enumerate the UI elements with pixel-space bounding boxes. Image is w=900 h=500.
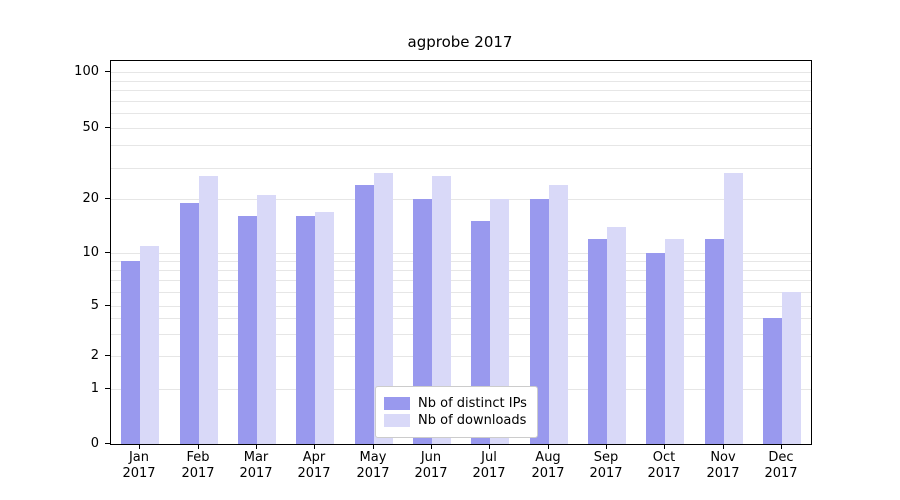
gridline-y-90 (111, 81, 811, 82)
y-tick-mark-50 (105, 127, 110, 128)
bar-distinct-ips-jun (413, 199, 432, 444)
bar-downloads-mar (257, 195, 276, 444)
legend: Nb of distinct IPs Nb of downloads (375, 386, 538, 438)
bar-distinct-ips-aug (530, 199, 549, 444)
x-tick-mark-mar (256, 444, 257, 449)
x-tick-label-aug: Aug 2017 (531, 450, 565, 481)
x-tick-mark-oct (664, 444, 665, 449)
x-tick-label-sep: Sep 2017 (589, 450, 623, 481)
y-tick-mark-2 (105, 355, 110, 356)
gridline-y-7 (111, 280, 811, 281)
bar-downloads-may (374, 173, 393, 444)
bar-downloads-aug (549, 185, 568, 444)
x-tick-mark-jan (139, 444, 140, 449)
gridline-y-70 (111, 101, 811, 102)
y-tick-label-0: 0 (90, 436, 99, 451)
x-tick-mark-sep (606, 444, 607, 449)
bar-distinct-ips-may (355, 185, 374, 444)
gridline-y-50 (111, 128, 811, 129)
y-tick-label-5: 5 (90, 298, 99, 313)
x-tick-label-may: May 2017 (356, 450, 390, 481)
x-tick-label-jun: Jun 2017 (414, 450, 448, 481)
gridline-y-3 (111, 334, 811, 335)
gridline-y-10 (111, 253, 811, 254)
y-tick-mark-20 (105, 198, 110, 199)
bar-downloads-apr (315, 212, 334, 444)
gridline-y-60 (111, 113, 811, 114)
legend-label-downloads: Nb of downloads (418, 413, 527, 428)
gridline-y-40 (111, 145, 811, 146)
gridline-y-20 (111, 199, 811, 200)
bar-distinct-ips-mar (238, 216, 257, 444)
y-tick-mark-0 (105, 443, 110, 444)
x-tick-label-mar: Mar 2017 (239, 450, 273, 481)
y-tick-mark-100 (105, 71, 110, 72)
x-tick-label-jan: Jan 2017 (122, 450, 156, 481)
legend-label-distinct-ips: Nb of distinct IPs (418, 396, 527, 411)
bar-downloads-nov (724, 173, 743, 444)
x-tick-mark-dec (781, 444, 782, 449)
bar-downloads-jul (490, 199, 509, 444)
bar-downloads-feb (199, 176, 218, 444)
legend-item-distinct-ips: Nb of distinct IPs (384, 396, 527, 411)
y-tick-mark-1 (105, 388, 110, 389)
y-tick-label-2: 2 (90, 348, 99, 363)
legend-item-downloads: Nb of downloads (384, 413, 527, 428)
gridline-y-100 (111, 72, 811, 73)
y-tick-mark-10 (105, 252, 110, 253)
bar-distinct-ips-feb (180, 203, 199, 444)
bar-downloads-dec (782, 292, 801, 444)
gridline-y-80 (111, 90, 811, 91)
bar-distinct-ips-jan (121, 261, 140, 444)
bar-distinct-ips-apr (296, 216, 315, 444)
gridline-y-6 (111, 292, 811, 293)
x-tick-label-oct: Oct 2017 (647, 450, 681, 481)
y-tick-label-1: 1 (90, 381, 99, 396)
x-tick-mark-nov (723, 444, 724, 449)
x-tick-mark-may (373, 444, 374, 449)
x-tick-mark-jun (431, 444, 432, 449)
bar-downloads-sep (607, 227, 626, 444)
legend-swatch-downloads (384, 414, 410, 427)
x-tick-label-dec: Dec 2017 (764, 450, 798, 481)
y-tick-label-20: 20 (82, 191, 99, 206)
gridline-y-30 (111, 168, 811, 169)
bar-distinct-ips-dec (763, 318, 782, 444)
x-tick-label-nov: Nov 2017 (706, 450, 740, 481)
bar-downloads-jan (140, 246, 159, 444)
chart-title: agprobe 2017 (407, 33, 513, 51)
bar-distinct-ips-oct (646, 253, 665, 444)
bar-downloads-oct (665, 239, 684, 444)
y-tick-label-100: 100 (74, 64, 99, 79)
gridline-y-9 (111, 261, 811, 262)
x-tick-label-feb: Feb 2017 (181, 450, 215, 481)
bar-downloads-jun (432, 176, 451, 444)
gridline-y-5 (111, 306, 811, 307)
gridline-y-8 (111, 270, 811, 271)
x-tick-mark-apr (314, 444, 315, 449)
bar-distinct-ips-nov (705, 239, 724, 444)
x-tick-mark-jul (489, 444, 490, 449)
x-tick-mark-feb (198, 444, 199, 449)
x-tick-label-jul: Jul 2017 (472, 450, 506, 481)
y-tick-label-10: 10 (82, 245, 99, 260)
x-tick-label-apr: Apr 2017 (297, 450, 331, 481)
x-tick-mark-aug (548, 444, 549, 449)
plot-area: Nb of distinct IPs Nb of downloads (110, 60, 812, 445)
y-tick-mark-5 (105, 305, 110, 306)
bar-distinct-ips-sep (588, 239, 607, 444)
legend-swatch-distinct-ips (384, 397, 410, 410)
gridline-y-4 (111, 318, 811, 319)
gridline-y-2 (111, 356, 811, 357)
y-tick-label-50: 50 (82, 120, 99, 135)
